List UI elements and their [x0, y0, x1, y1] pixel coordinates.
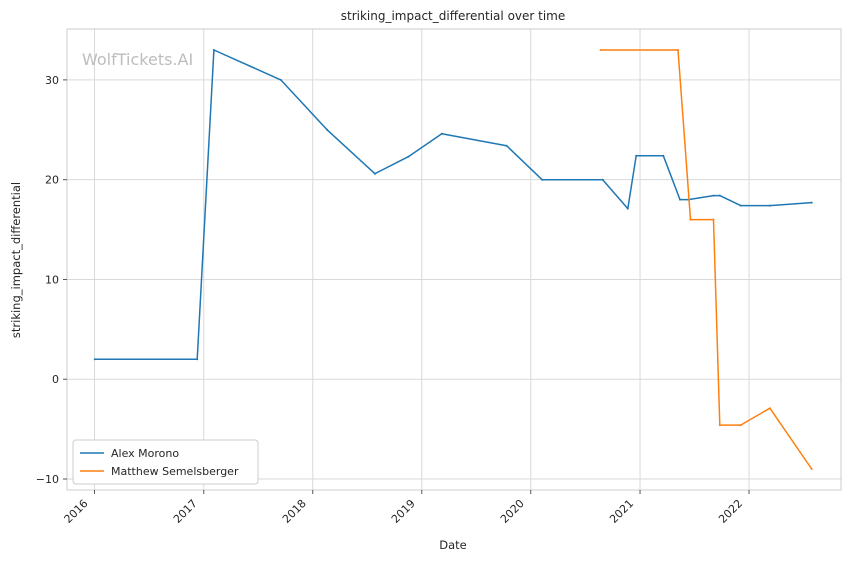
- data-point-alex-morono-3: [279, 78, 282, 81]
- data-point-alex-morono-11: [626, 207, 629, 210]
- data-point-matthew-semelsberger-6: [768, 407, 771, 410]
- y-axis-label: striking_impact_differential: [9, 182, 23, 338]
- data-point-alex-morono-20: [810, 201, 813, 204]
- y-tick-label: 10: [45, 273, 59, 286]
- data-point-matthew-semelsberger-4: [718, 424, 721, 427]
- plot-border: [66, 28, 842, 491]
- legend-label-matthew-semelsberger: Matthew Semelsberger: [111, 465, 239, 478]
- data-point-matthew-semelsberger-0: [599, 49, 602, 51]
- data-point-alex-morono-7: [440, 132, 443, 135]
- data-point-alex-morono-1: [196, 358, 199, 361]
- data-point-alex-morono-5: [373, 172, 376, 175]
- data-point-alex-morono-2: [212, 49, 215, 51]
- y-tick-label: 30: [45, 74, 59, 87]
- series-line-matthew-semelsberger: [600, 49, 813, 470]
- data-point-matthew-semelsberger-7: [810, 468, 813, 470]
- data-point-alex-morono-16: [712, 194, 715, 197]
- data-point-matthew-semelsberger-3: [712, 218, 715, 221]
- data-point-alex-morono-13: [662, 154, 665, 157]
- data-point-matthew-semelsberger-2: [689, 218, 692, 221]
- y-tick-label: 20: [45, 174, 59, 187]
- data-point-alex-morono-10: [601, 178, 604, 181]
- data-point-matthew-semelsberger-5: [739, 424, 742, 427]
- y-axis-ticks: −10 0 10 20 30: [36, 74, 67, 486]
- data-point-alex-morono-12: [635, 154, 638, 157]
- data-point-alex-morono-19: [768, 204, 771, 207]
- legend: Alex Morono Matthew Semelsberger: [72, 439, 259, 485]
- y-tick-label: −10: [36, 473, 59, 486]
- series-layer: [93, 49, 813, 470]
- chart-title: striking_impact_differential over time: [341, 9, 566, 23]
- data-point-alex-morono-18: [739, 204, 742, 207]
- data-point-alex-morono-17: [718, 194, 721, 197]
- data-point-alex-morono-9: [541, 178, 544, 181]
- plot-area: [67, 29, 841, 490]
- y-tick-label: 0: [52, 373, 59, 386]
- watermark: WolfTickets.AI: [82, 50, 193, 69]
- data-point-alex-morono-14: [679, 198, 681, 201]
- legend-box: [72, 439, 259, 485]
- plot-frame: [66, 28, 842, 491]
- data-point-matthew-semelsberger-1: [677, 49, 679, 51]
- data-point-alex-morono-6: [407, 155, 410, 158]
- legend-label-alex-morono: Alex Morono: [111, 447, 179, 460]
- data-point-alex-morono-0: [93, 358, 96, 361]
- data-point-alex-morono-8: [505, 144, 508, 147]
- x-axis-label: Date: [439, 538, 467, 552]
- data-point-alex-morono-4: [326, 128, 329, 131]
